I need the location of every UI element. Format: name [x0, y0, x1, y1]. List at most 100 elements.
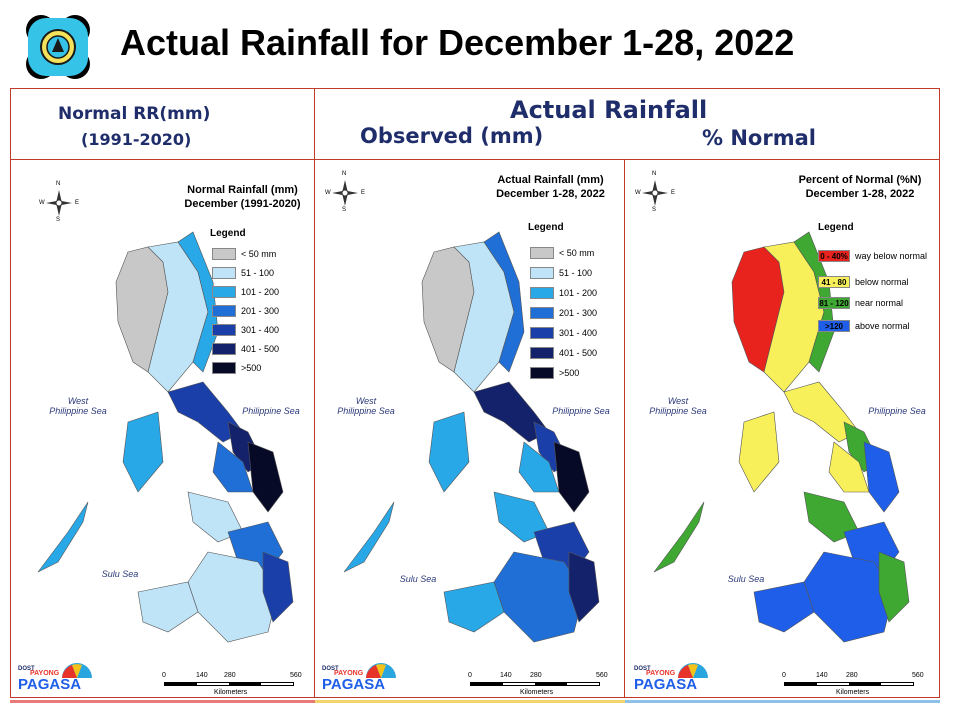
legend-swatch	[212, 305, 236, 317]
legend-title: Legend	[528, 222, 564, 233]
legend-item-3: 101 - 200	[212, 286, 279, 298]
footer-stripe-blue	[625, 700, 940, 703]
sea-label-west-2: Philippine Sea	[49, 406, 107, 416]
legend-label: 201 - 300	[559, 308, 598, 318]
compass-s: S	[652, 207, 657, 213]
footer-stripe-red	[10, 700, 315, 703]
legend-swatch: 81 - 120	[818, 297, 850, 309]
legend-swatch	[212, 362, 236, 374]
philippines-map-normal	[37, 231, 294, 643]
compass-e: E	[361, 190, 366, 196]
map-title-line2: December 1-28, 2022	[496, 188, 605, 200]
legend-swatch	[530, 247, 554, 259]
legend-title: Legend	[818, 222, 854, 233]
legend-label: 51 - 100	[559, 268, 593, 278]
philippines-map-percent	[653, 231, 910, 643]
legend-label: 301 - 400	[559, 328, 598, 338]
compass-w: W	[635, 190, 641, 196]
compass-rose-icon	[642, 180, 668, 206]
sea-label-east: Philippine Sea	[242, 406, 300, 416]
legend-swatch	[530, 267, 554, 279]
legend-item-3: 81 - 120 near normal	[818, 297, 903, 309]
legend-swatch	[212, 267, 236, 279]
legend-label: below normal	[855, 277, 909, 287]
legend-label: 401 - 500	[559, 348, 598, 358]
legend-swatch: >120	[818, 320, 850, 332]
legend-swatch: 41 - 80	[818, 276, 850, 288]
scale-tick-2: 280	[530, 672, 542, 679]
scale-tick-3: 560	[596, 672, 608, 679]
compass-w: W	[325, 190, 331, 196]
map-title-line1: Normal Rainfall (mm)	[187, 184, 298, 196]
legend-item-6: 401 - 500	[530, 347, 597, 359]
scale-bar	[164, 682, 294, 686]
scale-tick-3: 560	[290, 672, 302, 679]
pagasa-umbrella-logo	[366, 663, 396, 678]
scale-tick-2: 280	[846, 672, 858, 679]
legend-swatch	[212, 324, 236, 336]
compass-e: E	[75, 200, 80, 206]
scale-tick-2: 280	[224, 672, 236, 679]
legend-label: 51 - 100	[241, 268, 275, 278]
scale-unit: Kilometers	[520, 689, 554, 696]
legend-item-4: 201 - 300	[530, 307, 597, 319]
legend-label: 101 - 200	[559, 288, 598, 298]
legend-swatch	[212, 286, 236, 298]
legend-item-2: 41 - 80 below normal	[818, 276, 909, 288]
map-title-line2: December 1-28, 2022	[805, 188, 915, 200]
normal-header-line1: Normal RR(mm)	[58, 104, 211, 124]
pagasa-brand-text: PAGASA	[322, 676, 386, 693]
scale-tick-0: 0	[162, 672, 166, 679]
legend-item-2: 51 - 100	[212, 267, 274, 279]
pagasa-tag-text: PAYONG	[334, 670, 364, 677]
column-divider-2	[624, 160, 625, 698]
scale-tick-1: 140	[500, 672, 512, 679]
sea-label-sulu: Sulu Sea	[399, 574, 437, 584]
pagasa-tag-text: PAYONG	[646, 670, 676, 677]
legend-item-1: < 50 mm	[530, 247, 594, 259]
compass-s: S	[56, 217, 61, 223]
legend-swatch	[530, 327, 554, 339]
compass-rose-icon	[46, 190, 72, 216]
legend-swatch	[530, 367, 554, 379]
legend-item-7: >500	[530, 367, 579, 379]
compass-n: N	[56, 181, 61, 187]
pagasa-seal-logo	[26, 15, 90, 79]
sea-label-east: Philippine Sea	[552, 406, 610, 416]
observed-header: Observed (mm)	[360, 124, 544, 148]
scale-tick-1: 140	[196, 672, 208, 679]
legend-label: 301 - 400	[241, 325, 280, 335]
scale-bar	[784, 682, 914, 686]
legend-swatch	[530, 287, 554, 299]
compass-n: N	[342, 171, 347, 177]
legend-item-7: >500	[212, 362, 261, 374]
footer-stripe-yellow	[315, 700, 625, 703]
legend-label: 401 - 500	[241, 344, 280, 354]
legend-item-4: >120 above normal	[818, 320, 910, 332]
legend-label: >500	[559, 368, 580, 378]
sea-label-east: Philippine Sea	[868, 406, 926, 416]
slide-title: Actual Rainfall for December 1-28, 2022	[120, 22, 795, 63]
sea-label-sulu: Sulu Sea	[727, 574, 765, 584]
legend-item-2: 51 - 100	[530, 267, 592, 279]
sea-label-west-2: Philippine Sea	[337, 406, 395, 416]
legend-label: < 50 mm	[241, 249, 277, 259]
column-divider-1	[314, 88, 315, 698]
scale-unit: Kilometers	[836, 689, 870, 696]
compass-w: W	[39, 200, 45, 206]
pagasa-small-text: DOST	[634, 666, 651, 672]
legend-label: way below normal	[855, 251, 928, 261]
legend-item-4: 201 - 300	[212, 305, 279, 317]
header-divider	[10, 159, 940, 160]
legend-label: above normal	[855, 321, 910, 331]
map-title-line1: Actual Rainfall (mm)	[497, 174, 604, 186]
content-frame	[10, 88, 940, 698]
scale-tick-1: 140	[816, 672, 828, 679]
percent-normal-header: % Normal	[702, 126, 816, 150]
legend-item-3: 101 - 200	[530, 287, 597, 299]
scale-unit: Kilometers	[214, 689, 248, 696]
sea-label-sulu: Sulu Sea	[101, 569, 139, 579]
legend-item-6: 401 - 500	[212, 343, 279, 355]
legend-title: Legend	[210, 228, 246, 239]
sea-label-west-1: West	[67, 396, 89, 406]
